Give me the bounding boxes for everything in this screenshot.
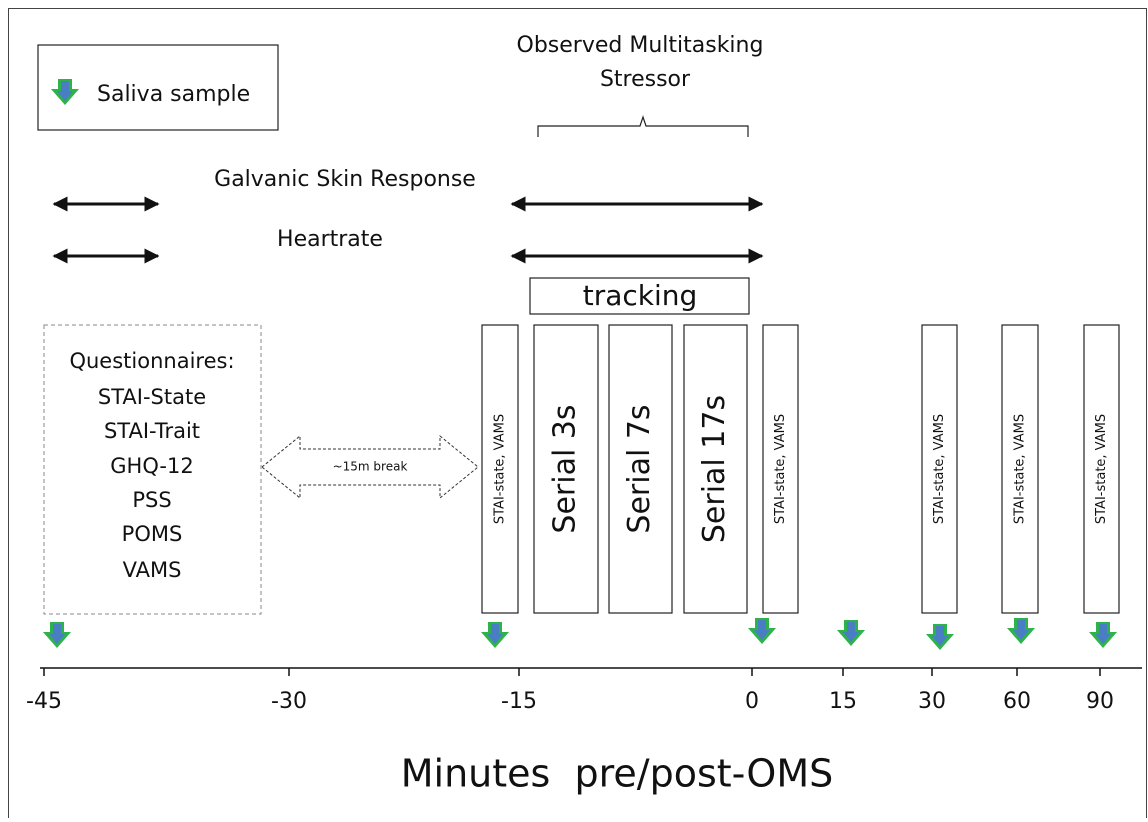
tick-label: -15 — [501, 689, 537, 714]
break-arrow — [261, 434, 479, 500]
legend-box — [37, 44, 279, 131]
questionnaire-item: STAI-Trait — [104, 419, 200, 443]
tick-label: 0 — [745, 689, 759, 714]
tracking-label: tracking — [583, 279, 698, 312]
tick-label: -30 — [271, 689, 307, 714]
questionnaire-item: VAMS — [123, 558, 182, 582]
frame — [8, 8, 1147, 822]
axis-ticks: -45 -30 -15 0 15 30 60 90 — [26, 668, 1114, 714]
saliva-icon — [926, 624, 954, 650]
tick-label: -45 — [26, 689, 62, 714]
block-box — [533, 324, 599, 614]
saliva-marks — [43, 618, 1117, 650]
tick-label: 15 — [829, 689, 857, 714]
legend-label: Saliva sample — [97, 82, 250, 107]
block-label: STAI-state, VAMS — [932, 414, 947, 524]
block-label: STAI-state, VAMS — [1013, 414, 1028, 524]
axis-label: Minutes pre/post-OMS — [401, 752, 834, 796]
saliva-icon — [1007, 618, 1035, 644]
questionnaire-box — [43, 324, 262, 615]
block-box — [762, 324, 799, 614]
block-box — [481, 324, 519, 614]
block-label: STAI-state, VAMS — [493, 414, 508, 524]
stressor-title: Observed Multitasking — [517, 33, 764, 58]
questionnaire-item: STAI-State — [98, 385, 206, 409]
saliva-icon — [481, 622, 509, 648]
saliva-icon — [43, 622, 71, 648]
block-box — [683, 324, 748, 614]
block-label: Serial 7s — [622, 404, 657, 533]
brace — [537, 115, 749, 137]
questionnaire-item: GHQ-12 — [110, 454, 193, 478]
tick-label: 30 — [918, 689, 946, 714]
tracking-box — [529, 277, 750, 315]
block-label: STAI-state, VAMS — [773, 414, 788, 524]
block-box — [1001, 324, 1039, 614]
tick-label: 90 — [1086, 689, 1114, 714]
stressor-title: Stressor — [600, 67, 691, 92]
saliva-icon — [1089, 622, 1117, 648]
block-box — [921, 324, 958, 614]
break-label: ~15m break — [333, 460, 408, 474]
block-label: Serial 17s — [697, 395, 732, 543]
questionnaire-title: Questionnaires: — [69, 349, 234, 373]
saliva-icon — [837, 620, 865, 646]
questionnaire-list: STAI-State STAI-Trait GHQ-12 PSS POMS VAMS — [98, 385, 206, 582]
measure-label: Heartrate — [277, 227, 383, 252]
questionnaire-item: POMS — [122, 522, 183, 546]
block-label: Serial 3s — [548, 404, 583, 533]
measure-label: Galvanic Skin Response — [214, 167, 476, 192]
block-box — [1083, 324, 1120, 614]
blocks: STAI-state, VAMS Serial 3s Serial 7s Serial… — [481, 324, 1120, 614]
saliva-icon — [748, 618, 776, 644]
block-box — [608, 324, 673, 614]
questionnaire-item: PSS — [132, 488, 171, 512]
tick-label: 60 — [1003, 689, 1031, 714]
block-label: STAI-state, VAMS — [1094, 414, 1109, 524]
